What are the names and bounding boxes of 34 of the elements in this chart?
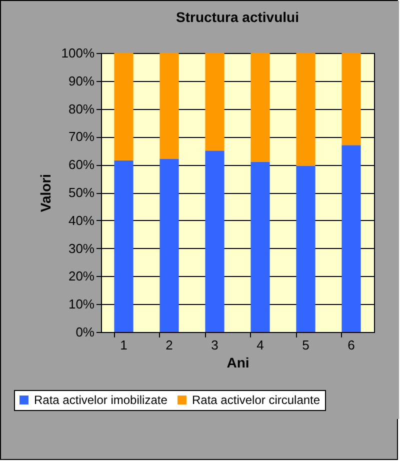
y-axis-title: Valori xyxy=(37,174,54,212)
y-tick-label: 80% xyxy=(68,101,95,116)
y-tick-label: 60% xyxy=(68,157,95,172)
bar xyxy=(160,53,179,160)
bar xyxy=(114,160,134,332)
y-tick-label: 0% xyxy=(76,324,95,340)
x-tick-label: 2 xyxy=(166,338,173,352)
legend-label: Rata activelor imobilizate xyxy=(34,393,168,407)
bar xyxy=(296,166,316,332)
bar xyxy=(160,159,179,332)
legend-label: Rata activelor circulante xyxy=(192,393,320,407)
y-tick-label: 30% xyxy=(68,240,95,256)
bar xyxy=(342,145,361,332)
x-tick-label: 4 xyxy=(256,338,264,352)
bar xyxy=(296,53,316,166)
bar xyxy=(250,162,270,332)
y-tick-label: 100% xyxy=(61,46,95,60)
y-tick-label: 40% xyxy=(68,212,95,228)
y-tick-label: 10% xyxy=(68,296,95,312)
bar xyxy=(114,53,134,160)
bar xyxy=(342,53,361,146)
y-tick-label: 20% xyxy=(68,268,95,284)
chart-title: Structura activului xyxy=(176,9,299,25)
x-tick-label: 5 xyxy=(302,338,310,352)
x-tick-label: 1 xyxy=(120,338,128,352)
y-tick-label: 50% xyxy=(68,185,95,200)
x-tick-label: 3 xyxy=(211,338,218,352)
y-tick-label: 70% xyxy=(68,129,95,144)
bar xyxy=(250,53,270,162)
x-tick-label: 6 xyxy=(348,338,355,352)
y-tick-label: 90% xyxy=(68,73,95,88)
x-axis-title: Ani xyxy=(226,354,250,370)
bar xyxy=(205,53,224,151)
bar xyxy=(205,150,224,332)
